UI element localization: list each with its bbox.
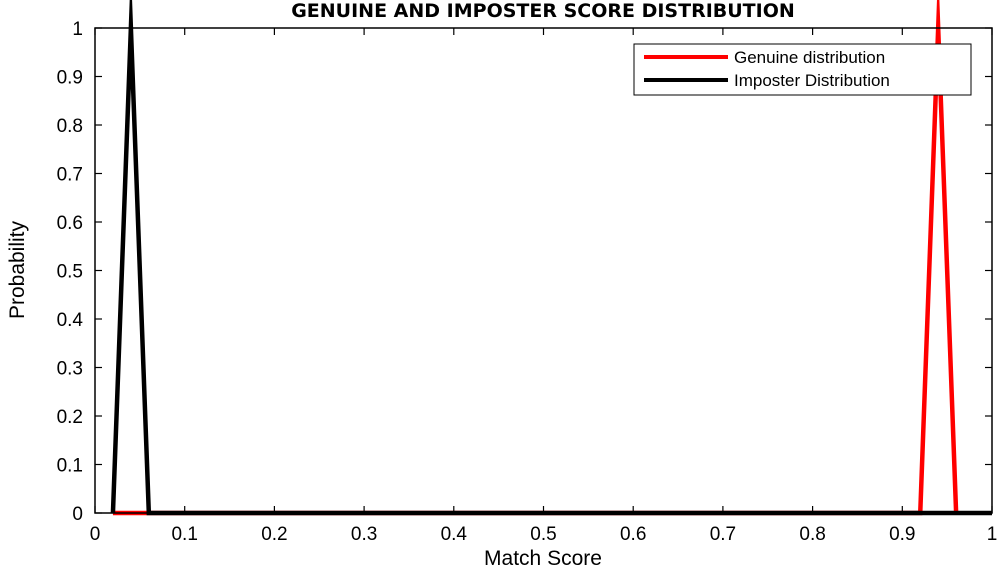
- chart-title: GENUINE AND IMPOSTER SCORE DISTRIBUTION: [291, 0, 795, 22]
- legend-label-imposter: Imposter Distribution: [734, 71, 890, 90]
- legend-box: [633, 43, 972, 96]
- x-tick-label: 0.9: [889, 524, 915, 545]
- legend: Genuine distribution Imposter Distributi…: [633, 43, 972, 96]
- x-tick-label: 0.5: [530, 524, 556, 545]
- y-axis: 0 0.1 0.2 0.3 0.4 0.5 0.6 0.7 0.8 0.9 1: [57, 19, 992, 525]
- x-tick-label: 0.8: [799, 524, 825, 545]
- x-axis-label: Match Score: [484, 547, 602, 570]
- y-tick-label: 0.2: [57, 407, 83, 428]
- y-tick-label: 1: [72, 19, 83, 40]
- x-tick-label: 0.7: [710, 524, 736, 545]
- y-tick-label: 0.7: [57, 165, 83, 186]
- y-tick-label: 0.8: [57, 116, 83, 137]
- y-tick-label: 0.3: [57, 359, 83, 380]
- x-axis: 0 0.1 0.2 0.3 0.4 0.5 0.6 0.7 0.8 0.9 1: [90, 28, 998, 545]
- y-axis-label: Probability: [6, 220, 29, 319]
- y-tick-label: 0: [72, 504, 83, 525]
- legend-label-genuine: Genuine distribution: [734, 48, 885, 67]
- x-tick-label: 0.1: [171, 524, 197, 545]
- y-tick-label: 0.4: [57, 310, 84, 331]
- x-tick-label: 1: [987, 524, 998, 545]
- y-tick-label: 0.9: [57, 68, 83, 89]
- x-tick-label: 0.3: [351, 524, 377, 545]
- x-tick-label: 0.4: [441, 524, 468, 545]
- plot-area: [95, 28, 992, 513]
- x-tick-label: 0.2: [261, 524, 287, 545]
- x-tick-label: 0.6: [620, 524, 646, 545]
- y-tick-label: 0.5: [57, 262, 83, 283]
- y-tick-label: 0.6: [57, 213, 83, 234]
- x-tick-label: 0: [90, 524, 101, 545]
- y-tick-label: 0.1: [57, 456, 83, 477]
